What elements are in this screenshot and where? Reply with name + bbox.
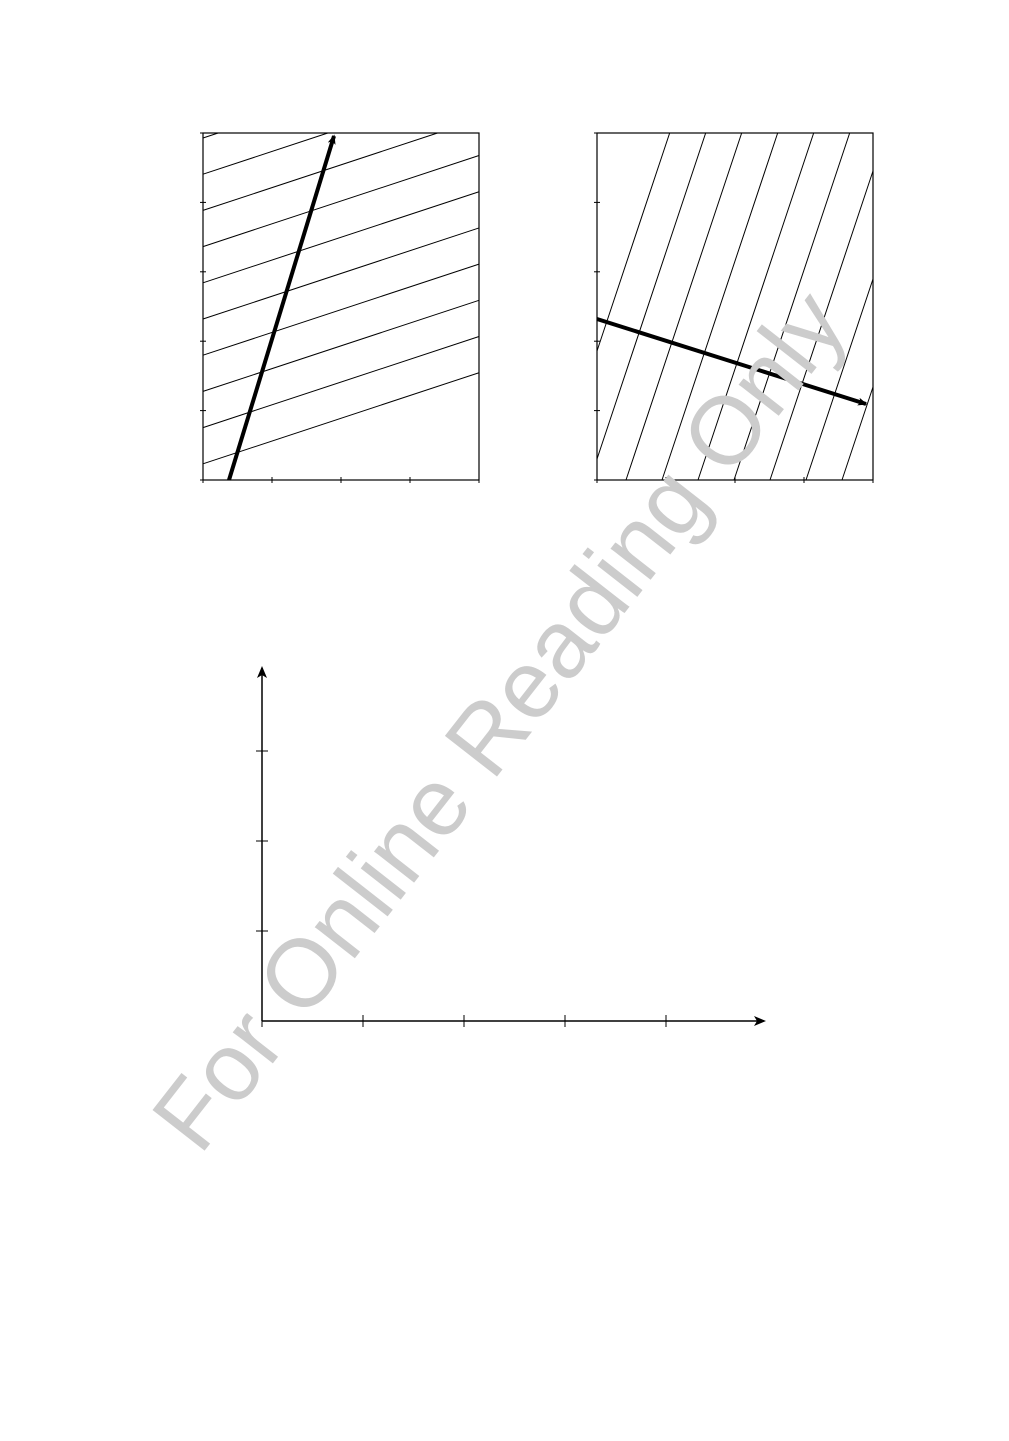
left-wavefront-line [203, 228, 479, 319]
watermark-text: For Online Reading Only [132, 271, 867, 1169]
left-wavefront-lines [203, 133, 479, 464]
left-wavefront-line [203, 337, 479, 428]
left-wavefront-line [203, 373, 479, 464]
left-wavefront-line [203, 300, 479, 391]
left-wavefront-line [203, 133, 438, 210]
left-wavefront-line [203, 192, 479, 283]
left-wave-vector-arrow [229, 136, 334, 480]
left-panel-ticks [200, 133, 479, 483]
left-wavefront-line [203, 133, 218, 138]
right-wavefront-line [597, 133, 670, 351]
left-wavefront-line [203, 156, 479, 247]
left-wavefront-line [203, 133, 328, 174]
left-wavefront-line [203, 264, 479, 355]
left-wave-panel [200, 133, 479, 483]
